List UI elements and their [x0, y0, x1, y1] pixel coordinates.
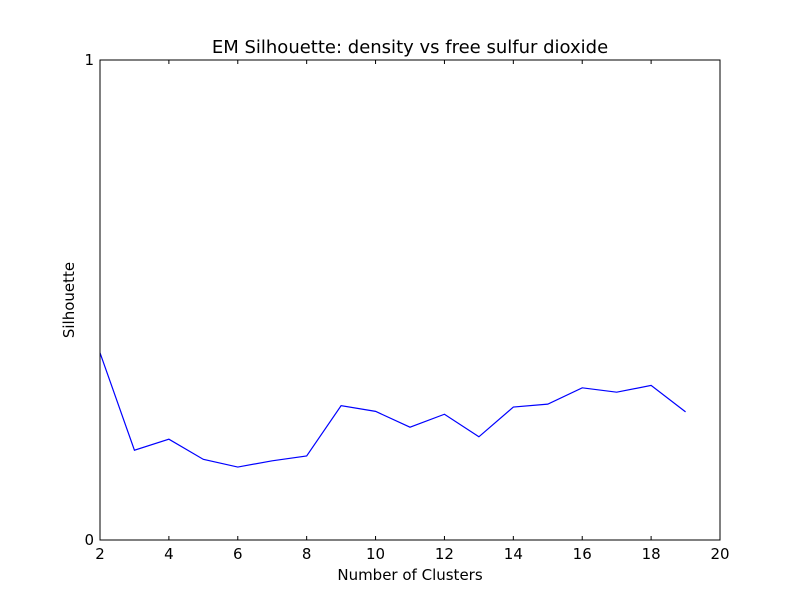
x-tick-label: 4	[164, 545, 174, 563]
series-line	[99, 352, 686, 468]
chart-title: EM Silhouette: density vs free sulfur di…	[212, 37, 608, 58]
y-axis-label: Silhouette	[60, 262, 78, 338]
x-tick-label: 12	[435, 545, 454, 563]
x-tick-label: 14	[504, 545, 523, 563]
x-tick-label: 18	[642, 545, 661, 563]
plot-area	[99, 59, 721, 541]
x-tick-label: 2	[95, 545, 105, 563]
y-tick-label: 1	[84, 51, 94, 69]
plot-background	[100, 60, 720, 540]
x-tick-label: 6	[233, 545, 243, 563]
tick-labels-layer: 2 4 6 8 10 12 14 16 18 20 0 1	[84, 51, 729, 563]
x-tick-label: 10	[366, 545, 385, 563]
y-tick-label: 0	[84, 531, 94, 549]
plot-frame	[99, 59, 721, 541]
x-tick-label: 20	[710, 545, 729, 563]
x-axis-label: Number of Clusters	[337, 566, 482, 584]
x-tick-label: 8	[302, 545, 312, 563]
x-tick-label: 16	[573, 545, 592, 563]
series-layer	[99, 352, 686, 468]
